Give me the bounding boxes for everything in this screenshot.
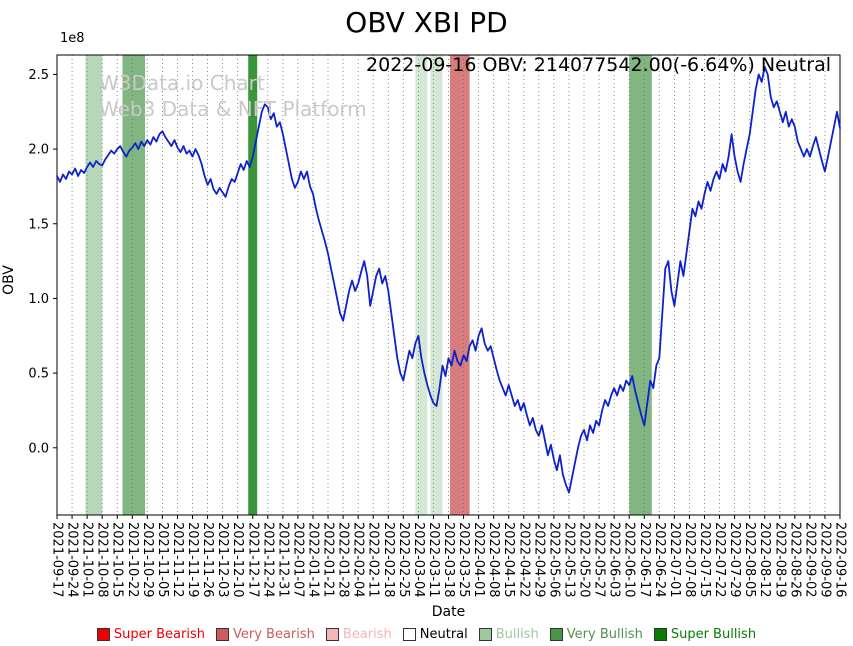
- svg-text:2021-09-24: 2021-09-24: [65, 522, 80, 598]
- svg-text:2021-10-15: 2021-10-15: [110, 522, 125, 598]
- svg-text:2021-11-26: 2021-11-26: [200, 522, 215, 598]
- legend-item-very-bearish: Very Bearish: [216, 627, 315, 642]
- svg-text:2022-09-09: 2022-09-09: [817, 522, 832, 598]
- svg-text:2022-06-24: 2022-06-24: [652, 522, 667, 598]
- super-bearish-swatch: [96, 628, 110, 641]
- svg-text:2022-03-11: 2022-03-11: [426, 522, 441, 598]
- svg-text:2022-06-17: 2022-06-17: [637, 522, 652, 598]
- svg-text:2021-12-03: 2021-12-03: [215, 522, 230, 598]
- bullish-swatch: [478, 628, 492, 641]
- svg-text:2021-10-22: 2021-10-22: [125, 522, 140, 598]
- legend: Super Bearish Very Bearish Bearish Neutral B…: [0, 627, 853, 642]
- svg-text:2022-04-01: 2022-04-01: [471, 522, 486, 598]
- legend-item-super-bearish: Super Bearish: [96, 627, 205, 642]
- very-bullish-label: Very Bullish: [566, 627, 643, 642]
- svg-text:2022-08-26: 2022-08-26: [787, 522, 802, 598]
- svg-text:2022-04-08: 2022-04-08: [486, 522, 501, 598]
- svg-text:2022-03-25: 2022-03-25: [456, 522, 471, 598]
- svg-text:2021-09-17: 2021-09-17: [50, 522, 65, 598]
- latest-value-annotation: 2022-09-16 OBV: 214077542.00(-6.64%) Neu…: [366, 54, 831, 76]
- watermark-line2: Web3 Data & NFT Platform: [99, 97, 367, 121]
- svg-text:2022-02-25: 2022-02-25: [396, 522, 411, 598]
- svg-text:2.0: 2.0: [28, 143, 49, 158]
- svg-text:2022-04-22: 2022-04-22: [516, 522, 531, 598]
- svg-text:2022-09-02: 2022-09-02: [802, 522, 817, 598]
- legend-item-neutral: Neutral: [402, 627, 468, 642]
- svg-text:2022-06-03: 2022-06-03: [607, 522, 622, 598]
- watermark-line1: W3Data.io Chart: [99, 71, 265, 95]
- svg-text:1.0: 1.0: [28, 292, 49, 307]
- svg-text:2022-07-15: 2022-07-15: [697, 522, 712, 598]
- chart-title: OBV XBI PD: [345, 6, 508, 39]
- legend-item-bearish: Bearish: [325, 627, 392, 642]
- svg-text:2022-07-22: 2022-07-22: [712, 522, 727, 598]
- svg-text:2021-11-05: 2021-11-05: [155, 522, 170, 598]
- svg-text:2.5: 2.5: [28, 68, 49, 83]
- legend-item-very-bullish: Very Bullish: [549, 627, 643, 642]
- svg-text:2022-02-18: 2022-02-18: [381, 522, 396, 598]
- bearish-swatch: [325, 628, 339, 641]
- svg-text:2021-11-12: 2021-11-12: [170, 522, 185, 598]
- svg-text:2021-10-08: 2021-10-08: [95, 522, 110, 598]
- super-bullish-swatch: [653, 628, 667, 641]
- svg-text:2022-05-27: 2022-05-27: [592, 522, 607, 598]
- neutral-label: Neutral: [419, 627, 468, 642]
- svg-text:2022-04-29: 2022-04-29: [531, 522, 546, 598]
- watermark: W3Data.io Chart Web3 Data & NFT Platform: [99, 70, 367, 122]
- svg-text:2022-04-15: 2022-04-15: [501, 522, 516, 598]
- svg-text:2021-10-01: 2021-10-01: [80, 522, 95, 598]
- svg-text:2021-12-31: 2021-12-31: [275, 522, 290, 598]
- svg-text:2022-05-13: 2022-05-13: [562, 522, 577, 598]
- svg-text:2022-01-07: 2022-01-07: [290, 522, 305, 598]
- y-axis-offset-label: 1e8: [60, 31, 85, 46]
- svg-text:2022-07-01: 2022-07-01: [667, 522, 682, 598]
- bearish-label: Bearish: [342, 627, 392, 642]
- very-bearish-label: Very Bearish: [233, 627, 315, 642]
- neutral-swatch: [402, 628, 416, 641]
- svg-text:2022-08-12: 2022-08-12: [757, 522, 772, 598]
- svg-text:2022-05-20: 2022-05-20: [577, 522, 592, 598]
- svg-text:2022-08-19: 2022-08-19: [772, 522, 787, 598]
- svg-text:2022-01-14: 2022-01-14: [306, 522, 321, 598]
- svg-text:2022-05-06: 2022-05-06: [546, 522, 561, 598]
- svg-text:2022-01-21: 2022-01-21: [321, 522, 336, 598]
- y-axis-title: OBV: [0, 265, 17, 295]
- svg-text:2022-07-29: 2022-07-29: [727, 522, 742, 598]
- bullish-label: Bullish: [495, 627, 539, 642]
- super-bearish-label: Super Bearish: [113, 627, 205, 642]
- svg-text:0.5: 0.5: [28, 367, 49, 382]
- svg-text:2021-12-24: 2021-12-24: [260, 522, 275, 598]
- svg-text:2022-03-04: 2022-03-04: [411, 522, 426, 598]
- svg-text:2022-06-10: 2022-06-10: [622, 522, 637, 598]
- svg-text:0.0: 0.0: [28, 441, 49, 456]
- svg-text:2021-12-10: 2021-12-10: [230, 522, 245, 598]
- svg-text:2022-02-11: 2022-02-11: [366, 522, 381, 598]
- x-axis-title: Date: [431, 604, 466, 620]
- very-bearish-swatch: [216, 628, 229, 641]
- super-bullish-label: Super Bullish: [670, 627, 757, 642]
- svg-text:2022-07-08: 2022-07-08: [682, 522, 697, 598]
- legend-item-super-bullish: Super Bullish: [653, 627, 757, 642]
- svg-text:2022-09-16: 2022-09-16: [833, 522, 848, 598]
- svg-text:2022-03-18: 2022-03-18: [441, 522, 456, 598]
- svg-text:1.5: 1.5: [28, 217, 49, 232]
- svg-text:2021-10-29: 2021-10-29: [140, 522, 155, 598]
- svg-text:2022-02-04: 2022-02-04: [351, 522, 366, 598]
- svg-text:2021-11-19: 2021-11-19: [185, 522, 200, 598]
- svg-text:2022-01-28: 2022-01-28: [336, 522, 351, 598]
- svg-text:2021-12-17: 2021-12-17: [245, 522, 260, 598]
- legend-item-bullish: Bullish: [478, 627, 539, 642]
- svg-text:2022-08-05: 2022-08-05: [742, 522, 757, 598]
- very-bullish-swatch: [549, 628, 563, 641]
